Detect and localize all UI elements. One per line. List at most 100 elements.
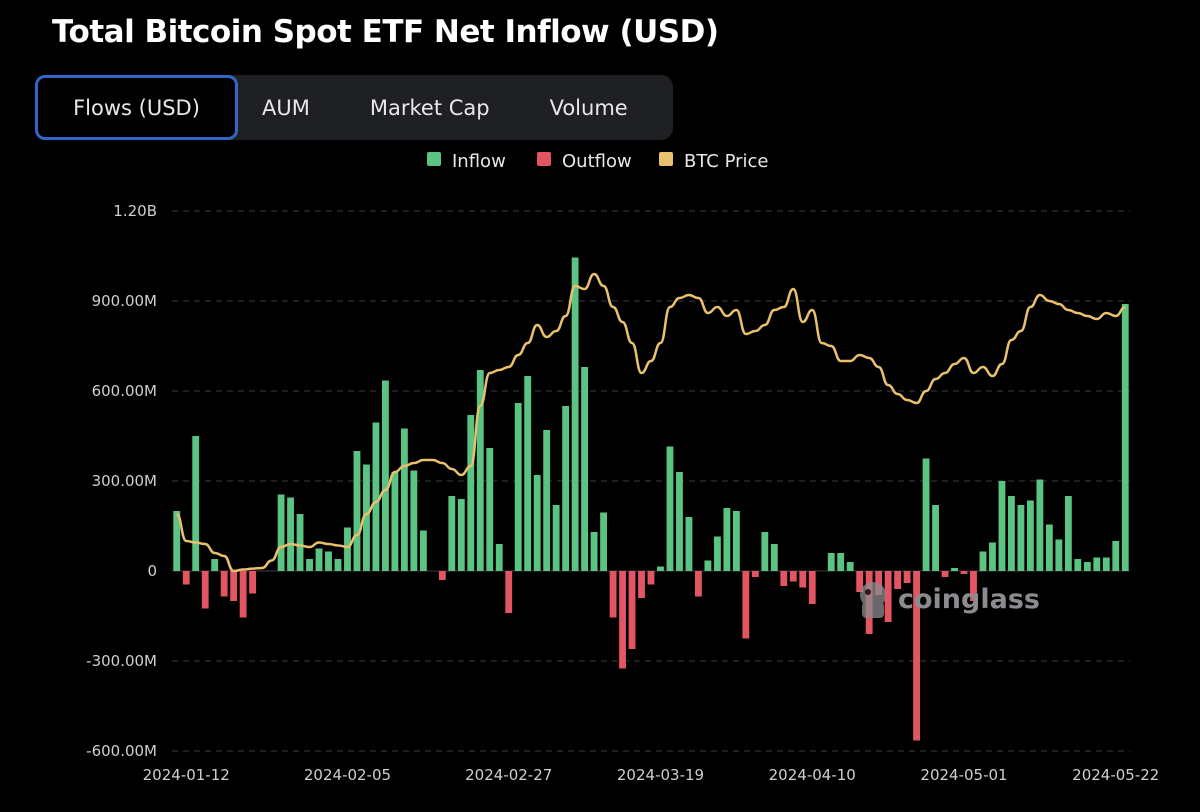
inflow-bar[interactable] — [770, 544, 778, 571]
legend-label-btc-price[interactable]: BTC Price — [684, 151, 769, 172]
inflow-bar[interactable] — [476, 370, 484, 571]
inflow-bar[interactable] — [1026, 500, 1034, 572]
inflow-bar[interactable] — [1045, 524, 1053, 572]
tab-flows[interactable]: Flows (USD) — [35, 75, 238, 140]
inflow-bar[interactable] — [524, 376, 532, 571]
inflow-bar[interactable] — [315, 548, 323, 572]
inflow-bar[interactable] — [410, 470, 418, 572]
outflow-bar[interactable] — [249, 571, 257, 594]
outflow-bar[interactable] — [438, 571, 446, 580]
inflow-bar[interactable] — [552, 505, 560, 571]
inflow-bar[interactable] — [334, 559, 342, 571]
inflow-bar[interactable] — [353, 451, 361, 571]
outflow-bar[interactable] — [505, 571, 513, 613]
inflow-bar[interactable] — [979, 551, 987, 572]
outflow-bar[interactable] — [751, 571, 759, 577]
inflow-bar[interactable] — [1036, 479, 1044, 572]
tab-aum[interactable]: AUM — [262, 95, 310, 120]
outflow-bar[interactable] — [638, 571, 645, 598]
tab-volume[interactable]: Volume — [549, 95, 628, 120]
inflow-bar[interactable] — [457, 499, 465, 571]
inflow-bar[interactable] — [1074, 559, 1082, 571]
inflow-bar[interactable] — [363, 464, 370, 572]
outflow-bar[interactable] — [960, 571, 968, 574]
inflow-bar[interactable] — [1017, 505, 1025, 571]
inflow-bar[interactable] — [391, 472, 399, 571]
inflow-bar[interactable] — [998, 481, 1006, 571]
inflow-bar[interactable] — [400, 428, 408, 572]
inflow-bar[interactable] — [1093, 557, 1101, 572]
outflow-bar[interactable] — [742, 571, 750, 639]
inflow-bar[interactable] — [932, 505, 939, 571]
inflow-bar[interactable] — [713, 536, 721, 572]
inflow-bar[interactable] — [514, 403, 522, 571]
inflow-bar[interactable] — [1083, 562, 1091, 571]
inflow-bar[interactable] — [922, 458, 930, 572]
inflow-bar[interactable] — [676, 472, 683, 571]
inflow-bar[interactable] — [704, 560, 712, 572]
inflow-bar[interactable] — [211, 559, 219, 571]
inflow-bar[interactable] — [951, 568, 958, 571]
inflow-bar[interactable] — [1055, 539, 1063, 572]
inflow-bar[interactable] — [306, 559, 313, 571]
inflow-bar[interactable] — [827, 553, 835, 571]
inflow-bar[interactable] — [372, 422, 380, 572]
inflow-bar[interactable] — [296, 514, 304, 571]
inflow-bar[interactable] — [287, 497, 294, 572]
inflow-bar[interactable] — [761, 532, 769, 571]
inflow-bar[interactable] — [467, 415, 475, 571]
outflow-bar[interactable] — [875, 571, 883, 595]
inflow-bar[interactable] — [173, 511, 181, 571]
inflow-bar[interactable] — [382, 380, 389, 572]
inflow-bar[interactable] — [448, 496, 456, 571]
inflow-bar[interactable] — [543, 430, 551, 571]
outflow-bar[interactable] — [619, 571, 626, 669]
inflow-bar[interactable] — [581, 367, 589, 571]
inflow-bar[interactable] — [192, 436, 200, 571]
inflow-bar[interactable] — [533, 475, 541, 571]
outflow-bar[interactable] — [894, 571, 902, 589]
inflow-bar[interactable] — [495, 544, 503, 571]
inflow-bar[interactable] — [732, 511, 740, 571]
outflow-bar[interactable] — [884, 571, 892, 622]
outflow-bar[interactable] — [647, 571, 655, 585]
inflow-bar[interactable] — [600, 512, 607, 572]
outflow-bar[interactable] — [239, 571, 247, 618]
outflow-bar[interactable] — [856, 571, 864, 592]
outflow-bar[interactable] — [789, 571, 797, 582]
inflow-bar[interactable] — [562, 406, 570, 571]
inflow-bar[interactable] — [486, 448, 494, 571]
outflow-bar[interactable] — [780, 571, 788, 586]
outflow-bar[interactable] — [970, 571, 977, 601]
inflow-bar[interactable] — [325, 551, 332, 572]
outflow-bar[interactable] — [941, 571, 949, 577]
legend-label-outflow[interactable]: Outflow — [562, 151, 632, 172]
inflow-bar[interactable] — [1102, 557, 1110, 572]
inflow-bar[interactable] — [1064, 496, 1072, 571]
inflow-bar[interactable] — [846, 562, 854, 571]
inflow-bar[interactable] — [723, 508, 731, 571]
inflow-bar[interactable] — [1112, 541, 1120, 571]
outflow-bar[interactable] — [913, 571, 920, 741]
tab-market-cap[interactable]: Market Cap — [369, 95, 490, 120]
outflow-bar[interactable] — [628, 571, 636, 649]
inflow-bar[interactable] — [590, 532, 598, 571]
outflow-bar[interactable] — [903, 571, 911, 583]
inflow-bar[interactable] — [666, 446, 674, 572]
outflow-bar[interactable] — [609, 571, 617, 618]
legend-label-inflow[interactable]: Inflow — [452, 151, 506, 172]
outflow-bar[interactable] — [201, 571, 209, 609]
outflow-bar[interactable] — [230, 571, 238, 601]
outflow-bar[interactable] — [220, 571, 228, 597]
outflow-bar[interactable] — [808, 571, 816, 604]
inflow-bar[interactable] — [685, 517, 693, 571]
inflow-bar[interactable] — [571, 257, 579, 572]
inflow-bar[interactable] — [989, 542, 996, 572]
outflow-bar[interactable] — [799, 571, 807, 588]
outflow-bar[interactable] — [695, 571, 702, 597]
inflow-bar[interactable] — [1008, 496, 1015, 571]
inflow-bar[interactable] — [1121, 304, 1129, 571]
inflow-bar[interactable] — [837, 553, 845, 571]
inflow-bar[interactable] — [277, 494, 285, 572]
inflow-bar[interactable] — [344, 527, 351, 572]
